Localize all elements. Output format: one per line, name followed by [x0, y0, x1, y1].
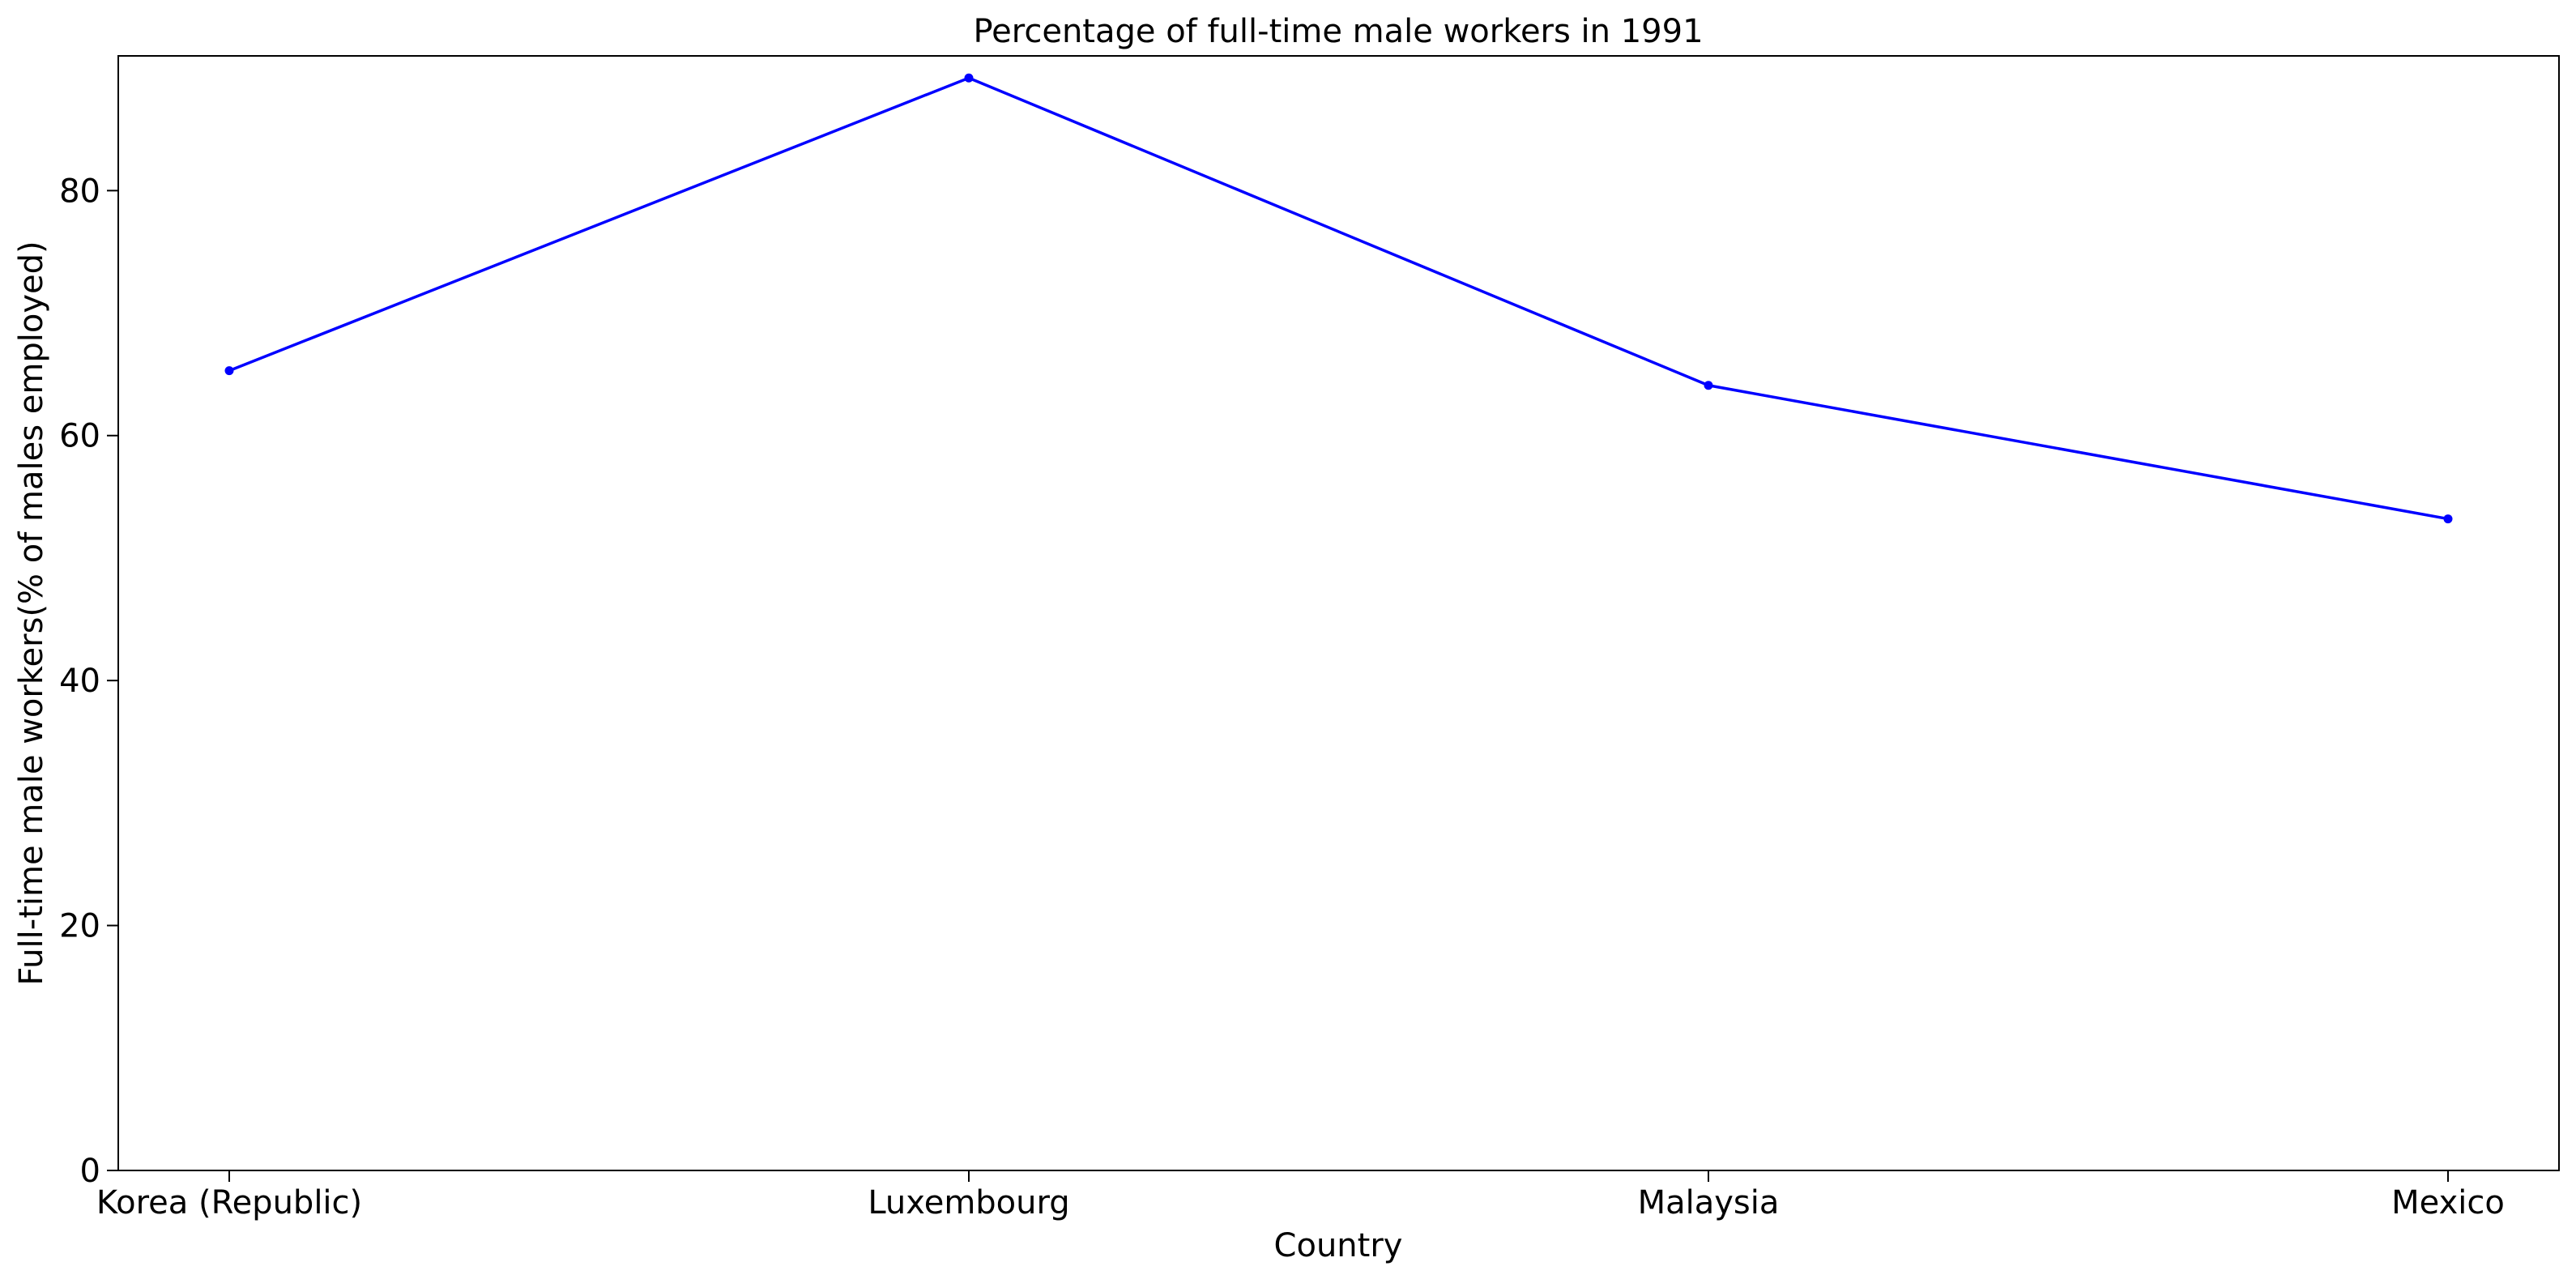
- x-tick-label: Malaysia: [1638, 1184, 1780, 1221]
- x-tick-label: Mexico: [2391, 1184, 2505, 1221]
- y-tick-label: 60: [59, 418, 100, 455]
- plot-area: [117, 55, 2560, 1171]
- data-point: [1704, 381, 1713, 390]
- series-line: [228, 76, 2449, 521]
- x-axis-label: Country: [1274, 1227, 1403, 1264]
- y-axis: 0 20 40 60 80: [59, 173, 118, 1190]
- y-tick-label: 0: [80, 1153, 100, 1190]
- x-axis: Korea (Republic) Luxembourg Malaysia Mexico: [96, 1170, 2505, 1221]
- x-tick-label: Korea (Republic): [96, 1184, 362, 1221]
- y-tick-label: 20: [59, 908, 100, 945]
- data-point: [964, 73, 974, 83]
- y-tick-label: 80: [59, 173, 100, 210]
- chart-title: Percentage of full-time male workers in …: [973, 13, 1703, 50]
- data-point: [224, 366, 234, 376]
- y-axis-label: Full-time male workers(% of males employ…: [13, 241, 50, 985]
- data-point: [2443, 514, 2453, 524]
- series-layer: [224, 73, 2453, 524]
- x-tick-label: Luxembourg: [868, 1184, 1069, 1221]
- y-tick-label: 40: [59, 663, 100, 700]
